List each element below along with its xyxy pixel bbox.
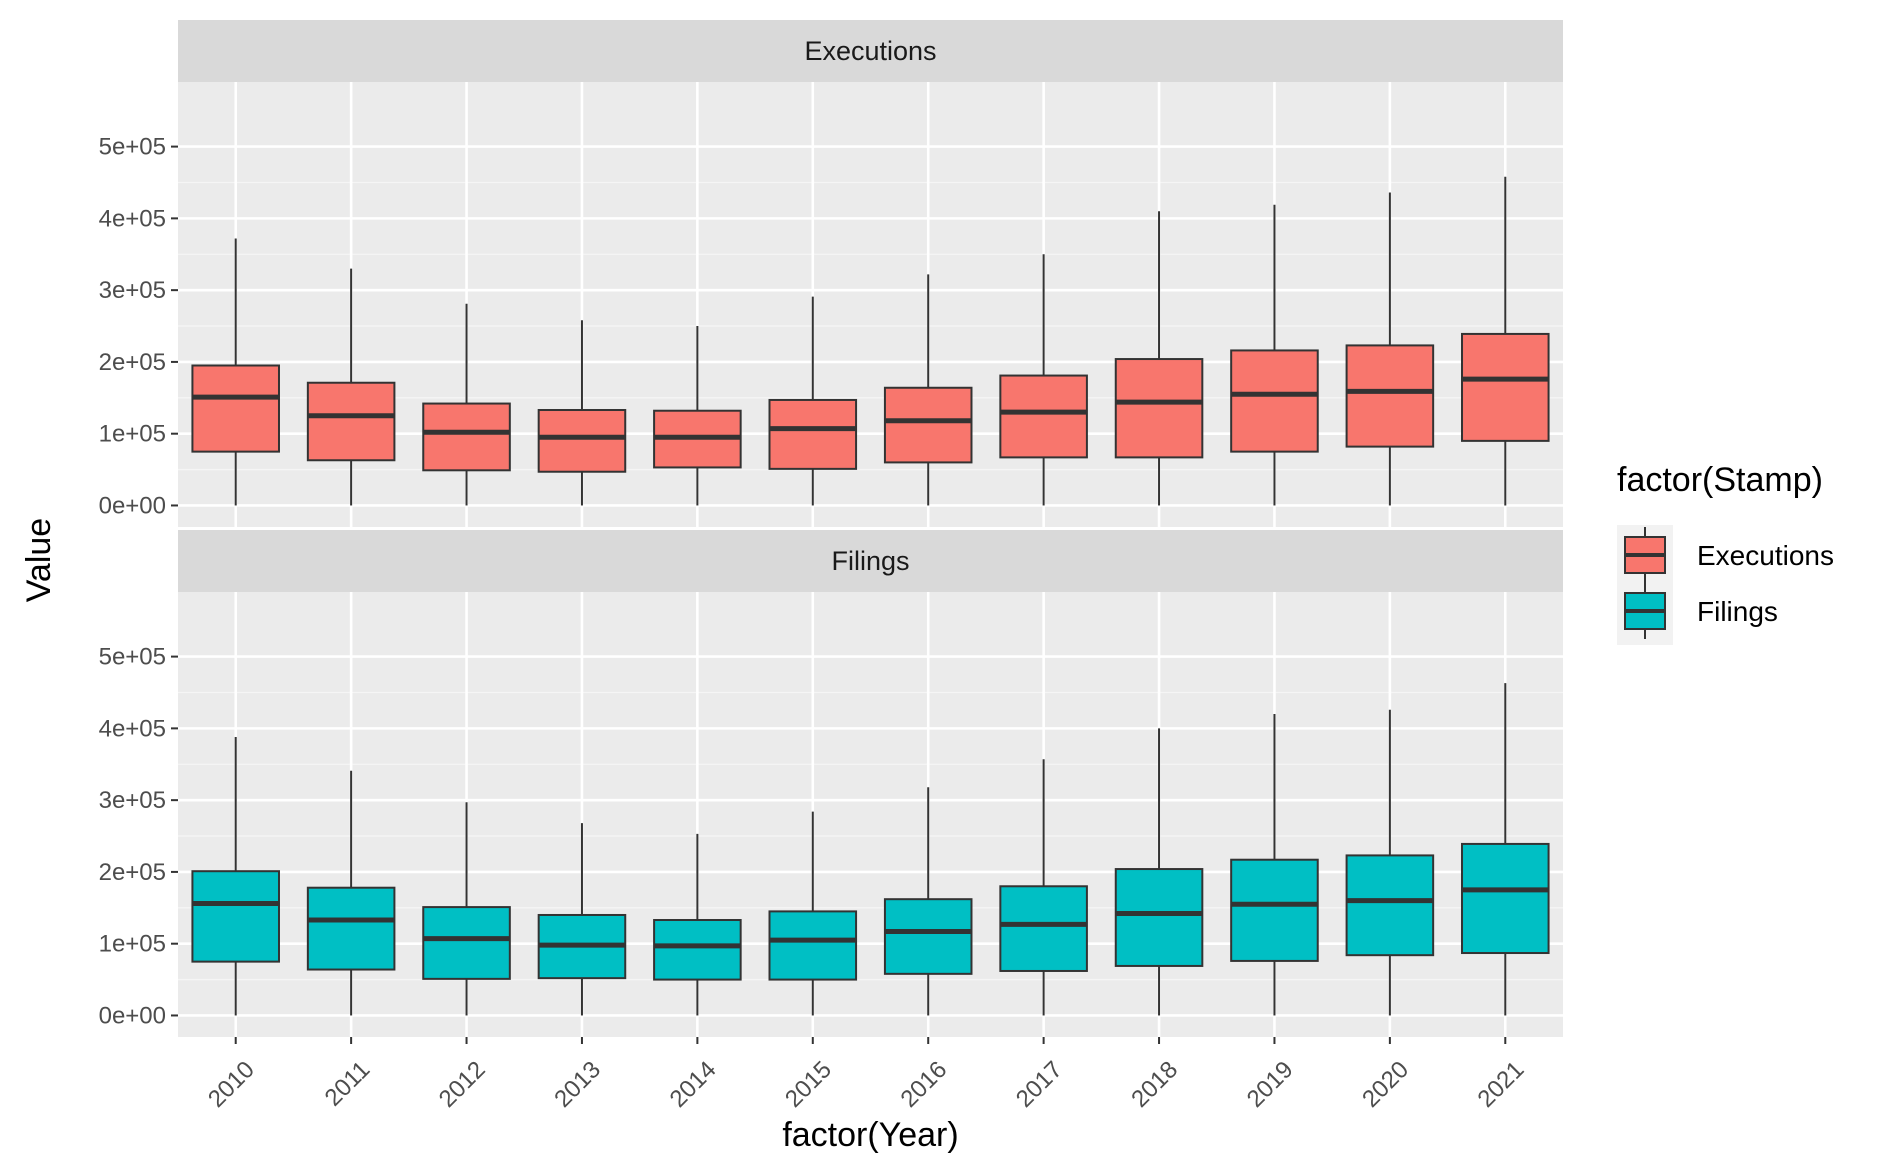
box-iqr	[999, 374, 1088, 459]
y-tick-label: 0e+00	[99, 1002, 166, 1029]
y-tick-label: 1e+05	[99, 421, 166, 448]
x-tick-label: 2021	[1473, 1056, 1530, 1113]
box-iqr	[537, 409, 627, 473]
box-executions-2013	[537, 320, 627, 506]
box-iqr	[1230, 349, 1319, 453]
y-tick-label: 0e+00	[99, 492, 166, 519]
box-executions-2017	[999, 254, 1088, 506]
box-executions-2010	[191, 238, 280, 506]
x-tick-label: 2011	[320, 1056, 376, 1112]
box-iqr	[1461, 842, 1550, 955]
box-iqr	[999, 885, 1088, 972]
box-executions-2014	[653, 326, 742, 506]
y-tick-label: 4e+05	[99, 205, 166, 232]
y-tick-label: 2e+05	[99, 859, 166, 886]
x-tick-label: 2020	[1357, 1056, 1414, 1113]
y-tick-label: 3e+05	[99, 787, 166, 814]
box-iqr	[653, 919, 742, 981]
box-filings-2019	[1230, 714, 1319, 1016]
y-tick-label: 5e+05	[99, 644, 166, 671]
box-iqr	[768, 910, 858, 981]
y-tick-label: 1e+05	[99, 931, 166, 958]
box-iqr	[768, 398, 858, 470]
facet-strip	[178, 530, 1563, 592]
panel-background	[178, 82, 1563, 527]
box-executions-2012	[422, 303, 511, 506]
box-iqr	[422, 906, 511, 980]
box-filings-2020	[1345, 709, 1435, 1016]
box-executions-2015	[768, 296, 858, 506]
box-iqr	[1114, 358, 1204, 459]
box-iqr	[306, 886, 396, 971]
legend-item-filings: Filings	[1624, 583, 1778, 639]
legend-item-executions: Executions	[1624, 527, 1834, 583]
y-tick-label: 3e+05	[99, 277, 166, 304]
box-filings-2010	[191, 736, 280, 1016]
box-filings-2018	[1114, 728, 1204, 1016]
box-filings-2014	[653, 833, 742, 1016]
box-iqr	[191, 870, 280, 963]
box-iqr	[883, 386, 973, 464]
box-filings-2015	[768, 811, 858, 1016]
box-filings-2012	[422, 802, 511, 1016]
box-iqr	[1345, 344, 1435, 448]
box-executions-2020	[1345, 192, 1435, 506]
box-filings-2021	[1461, 683, 1550, 1016]
facet-panels: Executions 0e+00 1e+05 2e+05 3e+05 4e+05 5e+05…	[99, 20, 1563, 1037]
legend-label: Filings	[1697, 596, 1778, 627]
box-filings-2013	[537, 823, 627, 1016]
box-executions-2011	[306, 268, 396, 506]
box-iqr	[1461, 332, 1550, 442]
x-tick-label: 2018	[1126, 1056, 1183, 1113]
box-filings-2011	[306, 770, 396, 1016]
x-axis-title: factor(Year)	[782, 1116, 958, 1154]
y-axis-title: Value	[20, 518, 58, 602]
legend-label: Executions	[1697, 540, 1834, 571]
x-tick-label: 2015	[780, 1056, 837, 1113]
box-filings-2017	[999, 759, 1088, 1016]
box-iqr	[1114, 868, 1204, 967]
x-tick-label: 2017	[1011, 1056, 1068, 1113]
box-executions-2021	[1461, 176, 1550, 506]
x-axis: 2010 2011 2012 2013 2014 2015 2016 2017 2018 2019…	[203, 1037, 1529, 1113]
box-iqr	[1230, 858, 1319, 962]
y-tick-label: 5e+05	[99, 134, 166, 161]
box-executions-2016	[883, 274, 973, 506]
box-iqr	[422, 402, 511, 472]
x-tick-label: 2013	[549, 1056, 606, 1113]
x-tick-label: 2010	[203, 1056, 260, 1113]
facet-panel-filings: Filings 0e+00 1e+05 2e+05 3e+05 4e+05 5e+05	[99, 530, 1563, 1037]
facet-strip	[178, 20, 1563, 82]
box-iqr	[306, 381, 396, 462]
x-tick-label: 2012	[434, 1056, 491, 1113]
box-executions-2019	[1230, 204, 1319, 506]
facet-strip-label: Executions	[804, 36, 936, 66]
box-filings-2016	[883, 787, 973, 1016]
box-iqr	[883, 898, 973, 975]
x-tick-label: 2016	[895, 1056, 952, 1113]
x-tick-label: 2014	[665, 1056, 722, 1113]
box-executions-2018	[1114, 211, 1204, 506]
x-tick-label: 2019	[1242, 1056, 1299, 1113]
facet-strip-label: Filings	[831, 546, 909, 576]
legend-title: factor(Stamp)	[1617, 461, 1823, 499]
y-tick-label: 4e+05	[99, 715, 166, 742]
facet-panel-executions: Executions 0e+00 1e+05 2e+05 3e+05 4e+05 5e+05	[99, 20, 1563, 527]
box-iqr	[191, 364, 280, 453]
legend: factor(Stamp) Executions Filings	[1617, 461, 1834, 645]
box-iqr	[1345, 854, 1435, 957]
panel-background	[178, 592, 1563, 1037]
y-tick-label: 2e+05	[99, 349, 166, 376]
